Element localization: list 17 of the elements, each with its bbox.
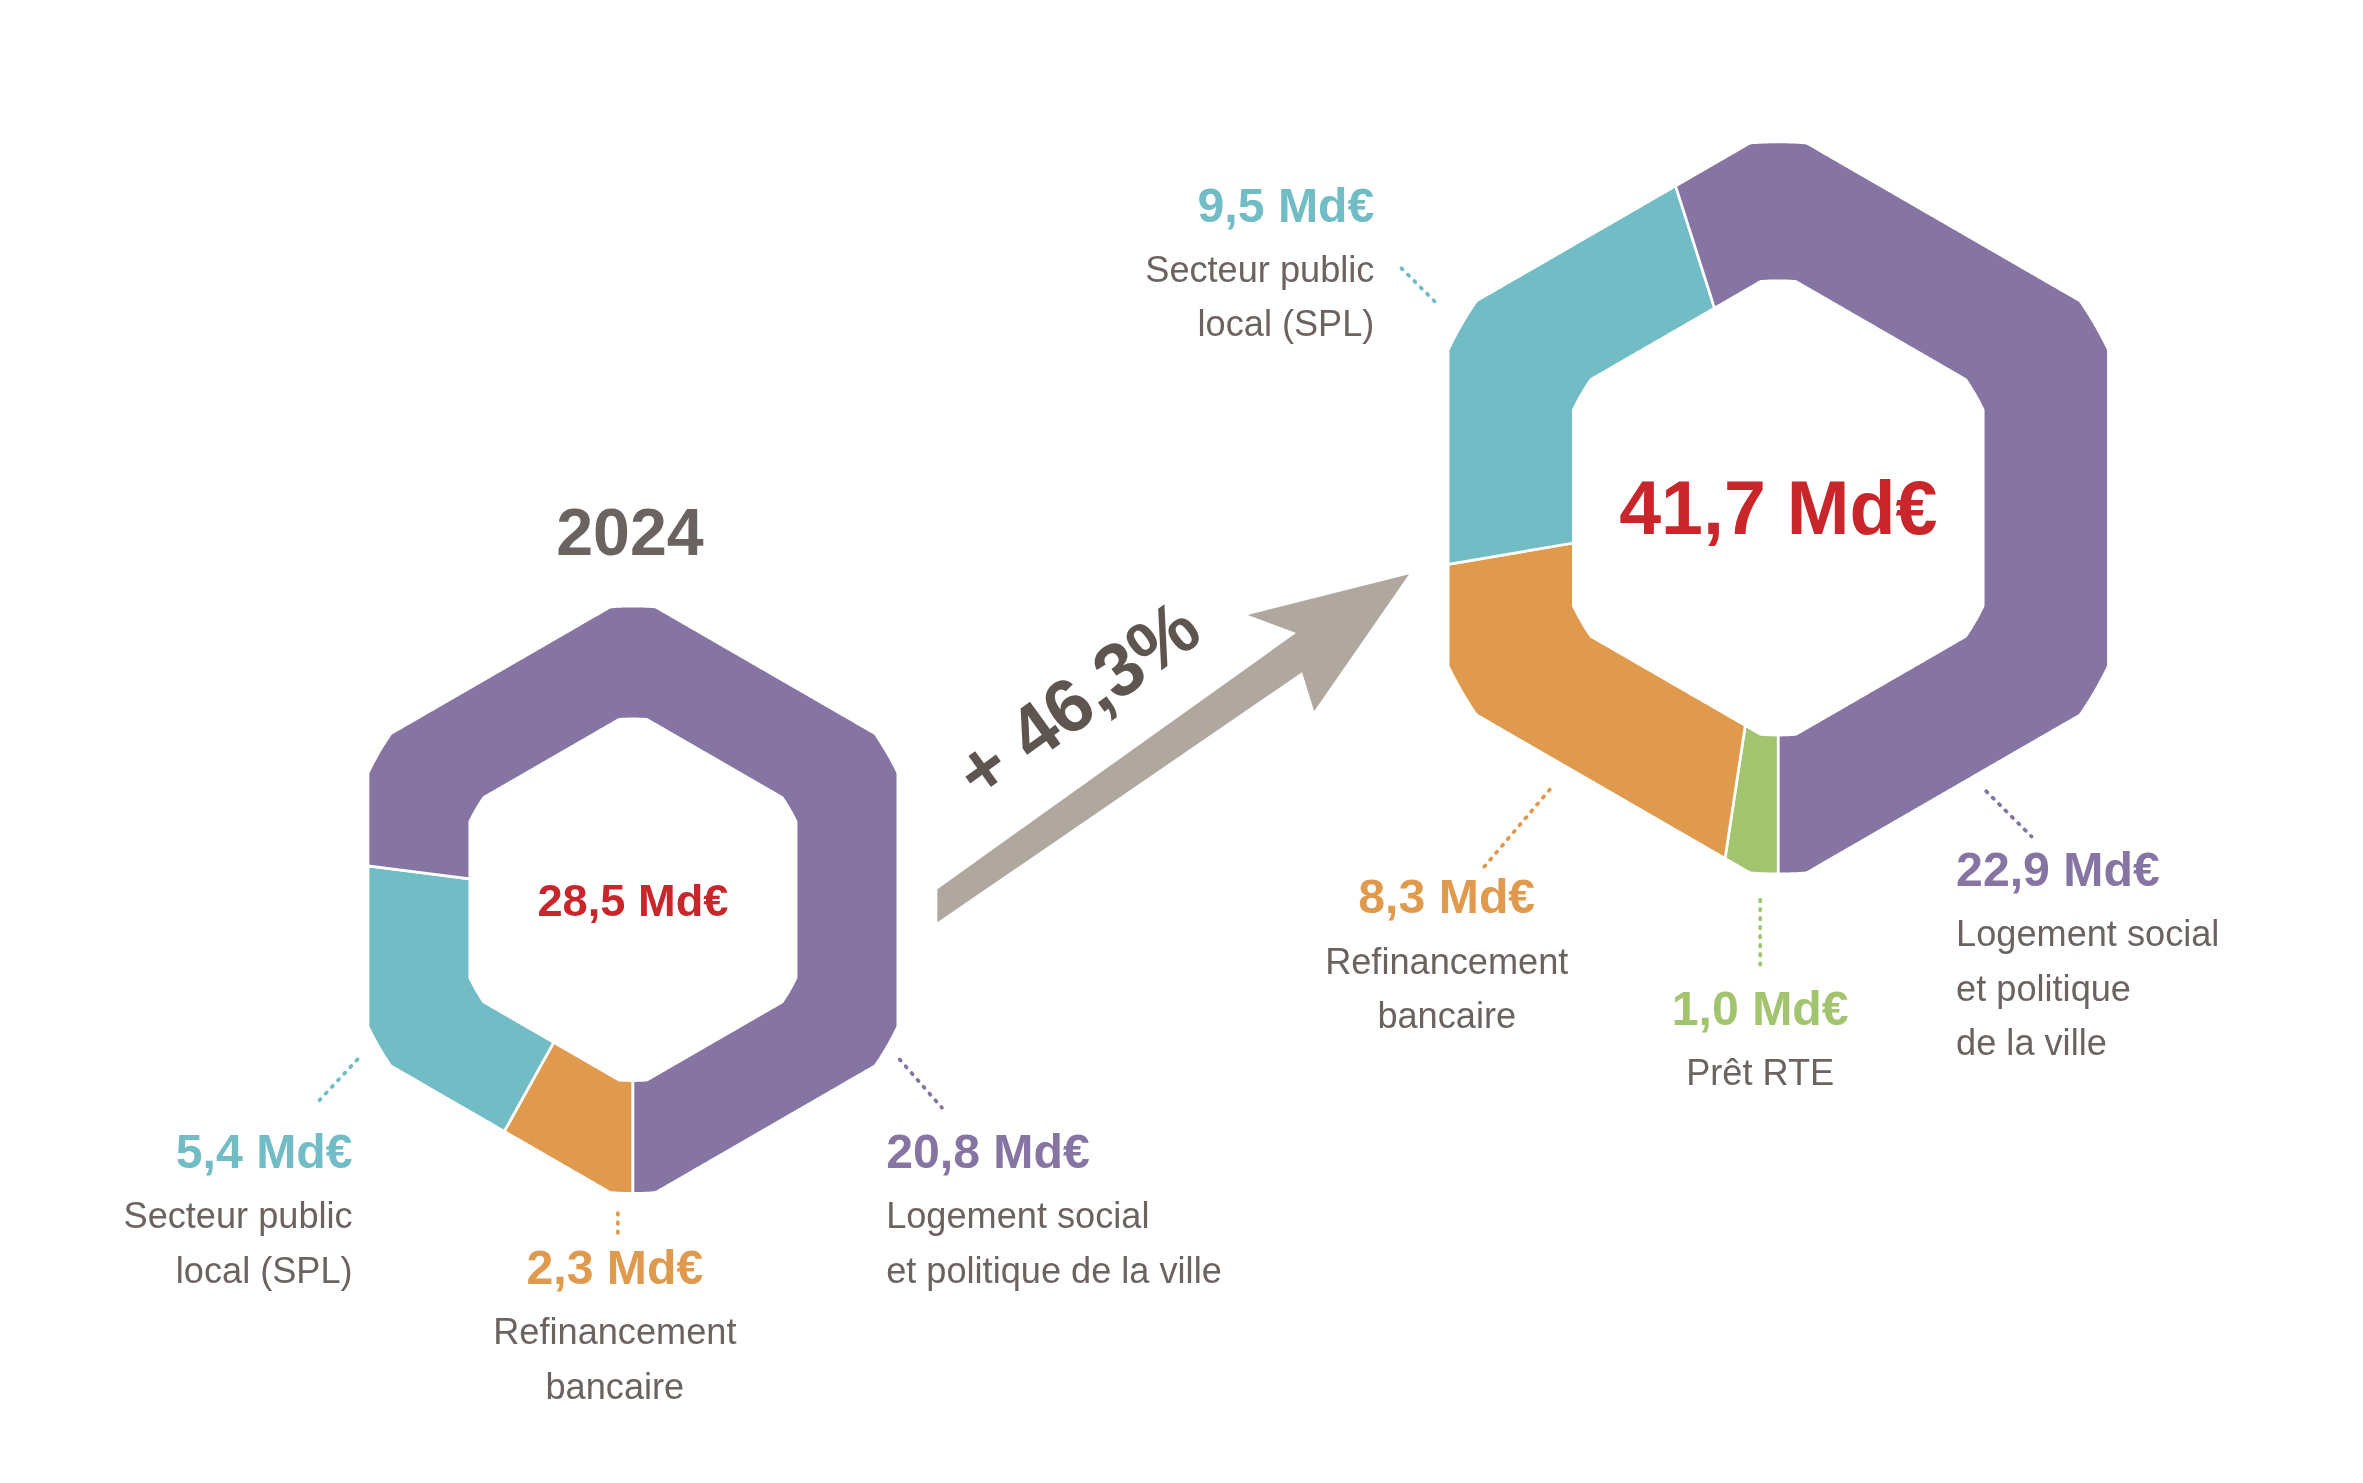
data-label: 2,3 Md€ — [526, 1240, 704, 1295]
slice-label: Refinancement bancaire — [1325, 940, 1569, 1036]
slice-label: Secteur public local (SPL) — [1145, 248, 1375, 345]
slice-label: Secteur public local (SPL) — [123, 1195, 353, 1291]
data-label: 1,0 Md€ — [1671, 980, 1849, 1035]
slice-label: Prêt RTE — [1686, 1052, 1835, 1094]
slice-label: Logement social et politique de la ville — [886, 1195, 1222, 1291]
slice-label: Logement social et politique de la ville — [1956, 913, 2220, 1063]
data-label: 9,5 Md€ — [1197, 177, 1375, 232]
data-label: 20,8 Md€ — [886, 1123, 1090, 1178]
data-label: 22,9 Md€ — [1956, 842, 2160, 897]
text: 28,5 Md€ — [537, 874, 729, 926]
data-label: 8,3 Md€ — [1358, 869, 1536, 924]
text: 41,7 Md€ — [1619, 466, 1938, 551]
chart-title: 2024 — [556, 494, 704, 569]
data-label: 5,4 Md€ — [175, 1123, 353, 1178]
slice-label: Refinancement bancaire — [493, 1311, 737, 1407]
